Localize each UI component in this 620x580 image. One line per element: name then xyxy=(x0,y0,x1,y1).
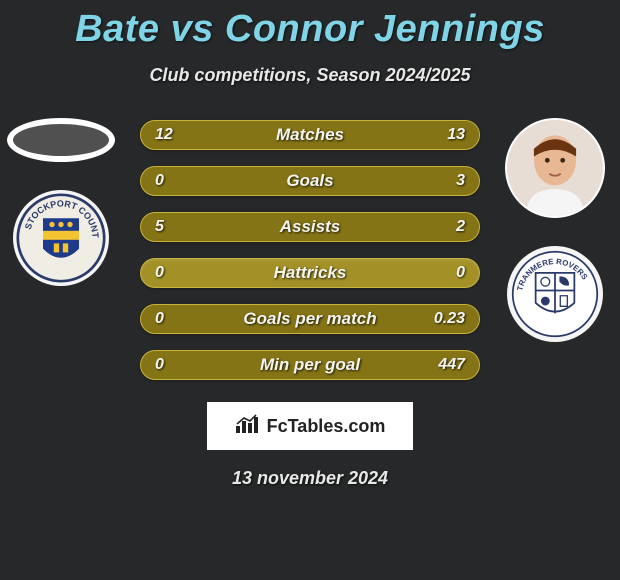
left-column: STOCKPORT COUNTY xyxy=(6,118,116,286)
brand-chart-icon xyxy=(235,414,261,439)
club-left-crest: STOCKPORT COUNTY xyxy=(13,190,109,286)
stat-label: Matches xyxy=(141,125,479,145)
brand-label: FcTables.com xyxy=(267,416,386,437)
player-right-avatar xyxy=(505,118,605,218)
club-right-crest: TRANMERE ROVERS xyxy=(507,246,603,342)
stat-label: Goals xyxy=(141,171,479,191)
footer-date: 13 november 2024 xyxy=(0,468,620,489)
stat-bar: 0Goals per match0.23 xyxy=(140,304,480,334)
stat-label: Min per goal xyxy=(141,355,479,375)
stat-value-right: 3 xyxy=(456,172,465,190)
stat-value-right: 13 xyxy=(447,126,465,144)
right-column: TRANMERE ROVERS xyxy=(500,118,610,342)
stat-value-right: 2 xyxy=(456,218,465,236)
stat-bar: 12Matches13 xyxy=(140,120,480,150)
page-title: Bate vs Connor Jennings xyxy=(0,0,620,51)
stat-label: Assists xyxy=(141,217,479,237)
stat-value-right: 0.23 xyxy=(434,310,465,328)
stat-bar: 0Hattricks0 xyxy=(140,258,480,288)
stat-label: Goals per match xyxy=(141,309,479,329)
stat-bar: 0Min per goal447 xyxy=(140,350,480,380)
brand-box: FcTables.com xyxy=(207,402,413,450)
stat-bar: 5Assists2 xyxy=(140,212,480,242)
stat-value-right: 0 xyxy=(456,264,465,282)
stat-value-right: 447 xyxy=(438,356,465,374)
stat-label: Hattricks xyxy=(141,263,479,283)
stat-bar: 0Goals3 xyxy=(140,166,480,196)
subtitle: Club competitions, Season 2024/2025 xyxy=(0,65,620,86)
player-left-avatar xyxy=(7,118,115,162)
stats-bars: 12Matches130Goals35Assists20Hattricks00G… xyxy=(140,118,480,380)
comparison-panel: STOCKPORT COUNTY xyxy=(0,118,620,380)
